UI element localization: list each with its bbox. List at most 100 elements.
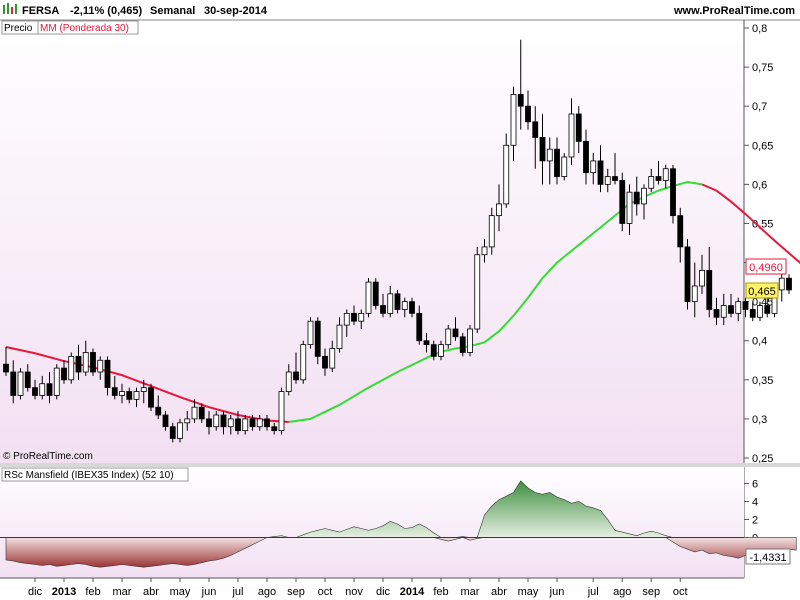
candle-group [3, 39, 792, 443]
candle-body [575, 113, 582, 142]
candle-body [351, 312, 357, 322]
candle-body [372, 281, 379, 306]
ma-legend-box [37, 20, 139, 35]
x-tick-label: dic [28, 586, 43, 598]
candle-body [75, 355, 82, 373]
price-panel-bg [0, 20, 744, 463]
candle-body [706, 269, 713, 310]
candle-body [517, 94, 524, 107]
candle-body [488, 215, 495, 248]
candle-body [278, 391, 285, 432]
candle-body [496, 203, 502, 217]
candle-body [474, 254, 481, 330]
candle-body [119, 391, 125, 396]
x-axis: dic 2013 feb mar abr may jun jul ago sep oct nov dic… [28, 578, 688, 598]
candle-body [691, 285, 698, 303]
candle-body [720, 305, 727, 318]
x-tick-label: 2013 [52, 586, 76, 598]
x-tick-label: jun [549, 586, 565, 598]
x-tick-label: mar [461, 586, 480, 598]
candle-body [423, 340, 430, 346]
x-tick-label: jun [201, 586, 217, 598]
candle-body [198, 406, 205, 420]
candle-body [597, 160, 604, 185]
x-tick-label: abr [491, 586, 507, 598]
candle-body [699, 269, 705, 287]
candle-body [314, 320, 321, 357]
candle-body [17, 371, 24, 396]
candle-body [409, 301, 415, 314]
candle-body [387, 293, 394, 314]
price-ytick-label: 0,35 [752, 375, 773, 387]
candle-body [604, 176, 611, 185]
x-tick-label: feb [85, 586, 100, 598]
candle-body [140, 387, 147, 392]
candle-body [32, 387, 38, 396]
change-label: -2,11% (0,465) [70, 5, 142, 17]
candle-body [481, 246, 488, 256]
price-ytick-label: 0,25 [752, 453, 773, 465]
header-bar [0, 0, 800, 20]
candle-body [670, 168, 676, 217]
candle-body [3, 363, 9, 373]
candle-body [764, 305, 771, 314]
candle-body [271, 426, 278, 432]
x-tick-label: oct [318, 586, 333, 598]
candle-body [61, 367, 67, 381]
candle-body [648, 176, 655, 189]
candle-body [329, 348, 336, 369]
x-tick-label: 2014 [400, 586, 425, 598]
x-tick-label: may [170, 586, 191, 598]
rsc-value-badge [745, 548, 791, 565]
x-tick-label: feb [433, 586, 448, 598]
x-tick-label: sep [642, 586, 660, 598]
price-legend-label: Precio [4, 23, 33, 34]
candle-body [539, 137, 546, 162]
candle-body [677, 215, 684, 248]
candle-body [619, 180, 626, 224]
candle-body [459, 336, 466, 353]
price-ytick-label: 0,6 [752, 179, 767, 191]
candle-body [757, 305, 763, 318]
x-tick-label: may [518, 586, 539, 598]
x-tick-label: ago [613, 586, 631, 598]
candle-body [220, 414, 227, 428]
x-tick-label: jul [587, 586, 599, 598]
site-label[interactable]: www.ProRealTime.com [673, 5, 795, 17]
price-ytick-label: 0,4 [752, 336, 767, 348]
candle-body [641, 187, 647, 205]
candle-body [82, 352, 89, 373]
candle-body [169, 426, 176, 439]
x-tick-label: abr [143, 586, 159, 598]
candle-body [90, 352, 96, 373]
candle-body [358, 312, 365, 322]
candle-body [126, 391, 133, 400]
candle-body [452, 328, 459, 338]
candle-body [394, 293, 401, 310]
candle-body [684, 246, 691, 303]
candle-body [191, 406, 198, 420]
candle-body [503, 144, 510, 205]
candle-body [242, 418, 249, 432]
candle-body [285, 371, 292, 392]
ma30-line-red-late [701, 183, 800, 264]
price-value-badge [745, 282, 779, 299]
period-label: Semanal [150, 5, 195, 17]
candle-body [735, 301, 742, 314]
x-tick-label: dic [376, 586, 391, 598]
candle-body [39, 383, 46, 396]
panel-divider[interactable] [0, 463, 800, 467]
candle-body [380, 305, 386, 314]
candle-body [532, 121, 539, 138]
rsc-ytick-label: 2 [752, 515, 758, 527]
x-tick-label: sep [287, 586, 305, 598]
candle-body [53, 367, 60, 396]
candle-body [626, 191, 633, 224]
candle-body [510, 94, 517, 146]
candle-body [401, 301, 408, 310]
candle-body [104, 359, 111, 389]
price-ytick-label: 0,7 [752, 101, 767, 113]
price-ytick-label: 0,3 [752, 414, 767, 426]
candle-body [177, 422, 183, 439]
